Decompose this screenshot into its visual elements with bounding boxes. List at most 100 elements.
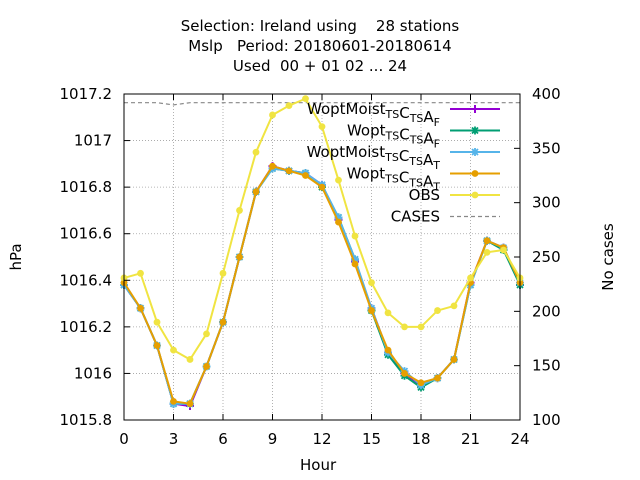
data-point	[368, 307, 375, 314]
x-tick-label: 3	[169, 430, 179, 448]
data-point	[219, 269, 227, 277]
x-tick-label: 9	[268, 430, 278, 448]
data-point	[236, 207, 243, 214]
legend-label: OBS	[409, 186, 440, 204]
series-obs	[120, 95, 524, 363]
data-point	[335, 176, 342, 184]
data-point	[434, 374, 441, 382]
legend-marker	[471, 126, 479, 135]
data-point	[137, 269, 144, 277]
data-point	[302, 95, 309, 103]
data-point	[467, 274, 474, 282]
y-axis-title: hPa	[7, 243, 25, 271]
data-point	[137, 304, 144, 312]
chart-title-line-2: Mslp Period: 20180601-20180614	[188, 37, 452, 55]
legend-entry: OBS	[409, 186, 500, 204]
data-point	[384, 346, 392, 354]
series-cases	[124, 102, 520, 106]
y-tick-label: 1016	[74, 364, 112, 382]
legend-marker	[471, 105, 479, 113]
legend-entry: CASES	[391, 208, 500, 226]
axes: 0 3 6 9 12 15 18 21 24 1015.8 1016 1016.2 1016.4 1016…	[60, 85, 561, 448]
data-point	[318, 123, 326, 130]
data-point	[186, 400, 194, 408]
data-point	[153, 318, 161, 326]
legend-label: CASES	[391, 208, 440, 226]
legend-label: WoptMoistTSCTSAF	[307, 100, 440, 129]
y2-tick-label: 350	[532, 139, 561, 157]
data-point	[351, 232, 359, 240]
y2-tick-label: 150	[532, 357, 561, 375]
data-point	[417, 379, 425, 387]
y-tick-label: 1017	[74, 132, 112, 150]
data-point	[384, 309, 392, 317]
y-tick-label: 1015.8	[60, 411, 113, 429]
legend-label: WoptMoistTSCTSAT	[307, 143, 441, 172]
data-point	[368, 279, 375, 287]
series-line	[123, 165, 521, 405]
x-tick-label: 15	[362, 430, 381, 448]
series-line	[124, 102, 520, 106]
plot-frame	[123, 93, 521, 421]
chart-title-line-3: Used 00 + 01 02 ... 24	[232, 57, 408, 75]
x-tick-label: 6	[218, 430, 228, 448]
data-point	[483, 248, 491, 256]
y-tick-label: 1016.2	[60, 318, 113, 336]
data-point	[434, 307, 441, 314]
data-point	[401, 370, 408, 377]
data-point	[269, 162, 276, 170]
series-wopt-ts-cts-at	[120, 162, 524, 408]
data-point	[500, 246, 507, 254]
data-point	[203, 363, 210, 370]
legend: WoptMoistTSCTSAFWoptTSCTSAFWoptMoistTSCT…	[307, 100, 500, 226]
legend-entry: WoptTSCTSAT	[347, 165, 500, 194]
y-tick-label: 1016.4	[60, 271, 113, 289]
legend-marker	[471, 191, 479, 199]
data-point	[153, 342, 161, 349]
x-tick-label: 24	[510, 430, 529, 448]
data-point	[318, 183, 326, 191]
data-point	[186, 356, 194, 363]
data-point	[450, 302, 458, 310]
data-point	[450, 356, 458, 363]
legend-marker	[471, 170, 479, 177]
data-point	[285, 102, 293, 110]
data-point	[203, 330, 210, 338]
data-point	[170, 346, 177, 354]
data-point	[236, 253, 243, 261]
series-lines	[120, 95, 524, 411]
y2-tick-label: 100	[532, 411, 561, 429]
data-point	[335, 218, 342, 226]
legend-entry: WoptTSCTSAF	[347, 122, 500, 151]
data-point	[483, 237, 491, 245]
legend-marker	[471, 148, 479, 156]
x-tick-label: 0	[119, 430, 129, 448]
x-tick-label: 18	[411, 430, 430, 448]
data-point	[252, 188, 260, 196]
data-point	[302, 172, 309, 179]
data-point	[219, 318, 227, 326]
data-point	[351, 260, 359, 268]
data-point	[401, 323, 408, 331]
x-axis-title: Hour	[300, 456, 337, 474]
legend-entry: WoptMoistTSCTSAF	[307, 100, 500, 129]
y2-tick-label: 200	[532, 302, 561, 320]
data-point	[285, 167, 293, 175]
x-tick-label: 12	[312, 430, 331, 448]
x-tick-label: 21	[461, 430, 480, 448]
y-tick-label: 1016.8	[60, 178, 113, 196]
data-point	[170, 397, 177, 405]
y2-tick-label: 250	[532, 248, 561, 266]
y-tick-label: 1016.6	[60, 225, 113, 243]
legend-entry: WoptMoistTSCTSAT	[307, 143, 500, 172]
data-point	[334, 213, 343, 222]
y2-axis-title: No cases	[599, 223, 617, 291]
chart-title-line-1: Selection: Ireland using 28 stations	[180, 17, 460, 35]
legend-label: WoptTSCTSAF	[347, 122, 440, 151]
y-tick-label: 1017.2	[60, 85, 113, 103]
y2-tick-label: 400	[532, 85, 561, 103]
data-point	[269, 111, 276, 119]
legend-label: WoptTSCTSAT	[347, 165, 441, 194]
data-point	[252, 148, 260, 156]
